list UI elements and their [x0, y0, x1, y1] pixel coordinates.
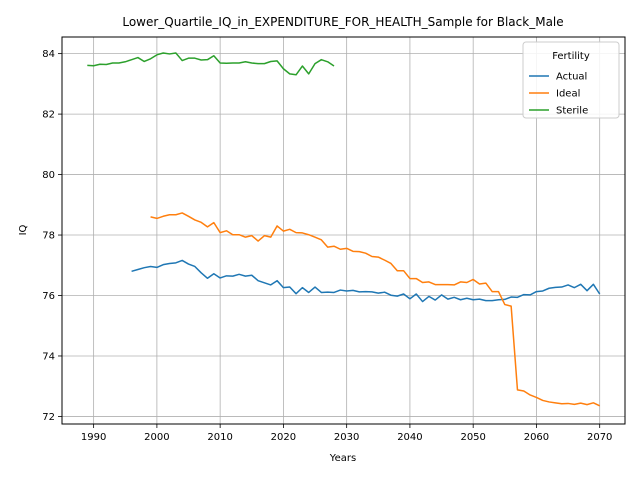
series-line-sterile [87, 52, 335, 76]
legend: Fertility Actual Ideal Sterile [522, 41, 620, 119]
series-layer [87, 52, 601, 407]
legend-label-sterile: Sterile [556, 106, 588, 117]
y-tick-label: 78 [42, 231, 55, 242]
x-tick-label: 1990 [81, 432, 106, 443]
y-tick-label: 76 [42, 291, 55, 302]
x-tick-label: 2040 [397, 432, 422, 443]
x-tick-label: 2030 [334, 432, 359, 443]
x-tick-label: 2060 [524, 432, 549, 443]
y-tick-label: 82 [42, 110, 55, 121]
legend-title: Fertility [552, 51, 590, 62]
plot-frame [61, 36, 626, 425]
legend-label-ideal: Ideal [556, 89, 580, 100]
series-line-ideal [150, 212, 601, 407]
legend-label-actual: Actual [556, 72, 587, 83]
y-tick-label: 84 [42, 49, 55, 60]
y-tick-label: 74 [42, 351, 55, 362]
chart-title: Lower_Quartile_IQ_in_EXPENDITURE_FOR_HEA… [122, 15, 563, 29]
x-tick-label: 2070 [587, 432, 612, 443]
x-axis-label: Years [329, 453, 356, 464]
y-axis-label: IQ [18, 224, 29, 235]
y-tick-label: 80 [42, 170, 55, 181]
x-tick-label: 2050 [460, 432, 485, 443]
legend-box [522, 41, 620, 119]
x-axis: 1990 2000 2010 2020 2030 2040 2050 2060 2070 [81, 424, 612, 443]
x-tick-label: 2000 [144, 432, 169, 443]
x-tick-label: 2010 [207, 432, 232, 443]
series-line-actual [131, 259, 601, 303]
y-tick-label: 72 [42, 412, 55, 423]
x-tick-label: 2020 [271, 432, 296, 443]
y-axis: 72 74 76 78 80 82 84 [42, 49, 62, 423]
